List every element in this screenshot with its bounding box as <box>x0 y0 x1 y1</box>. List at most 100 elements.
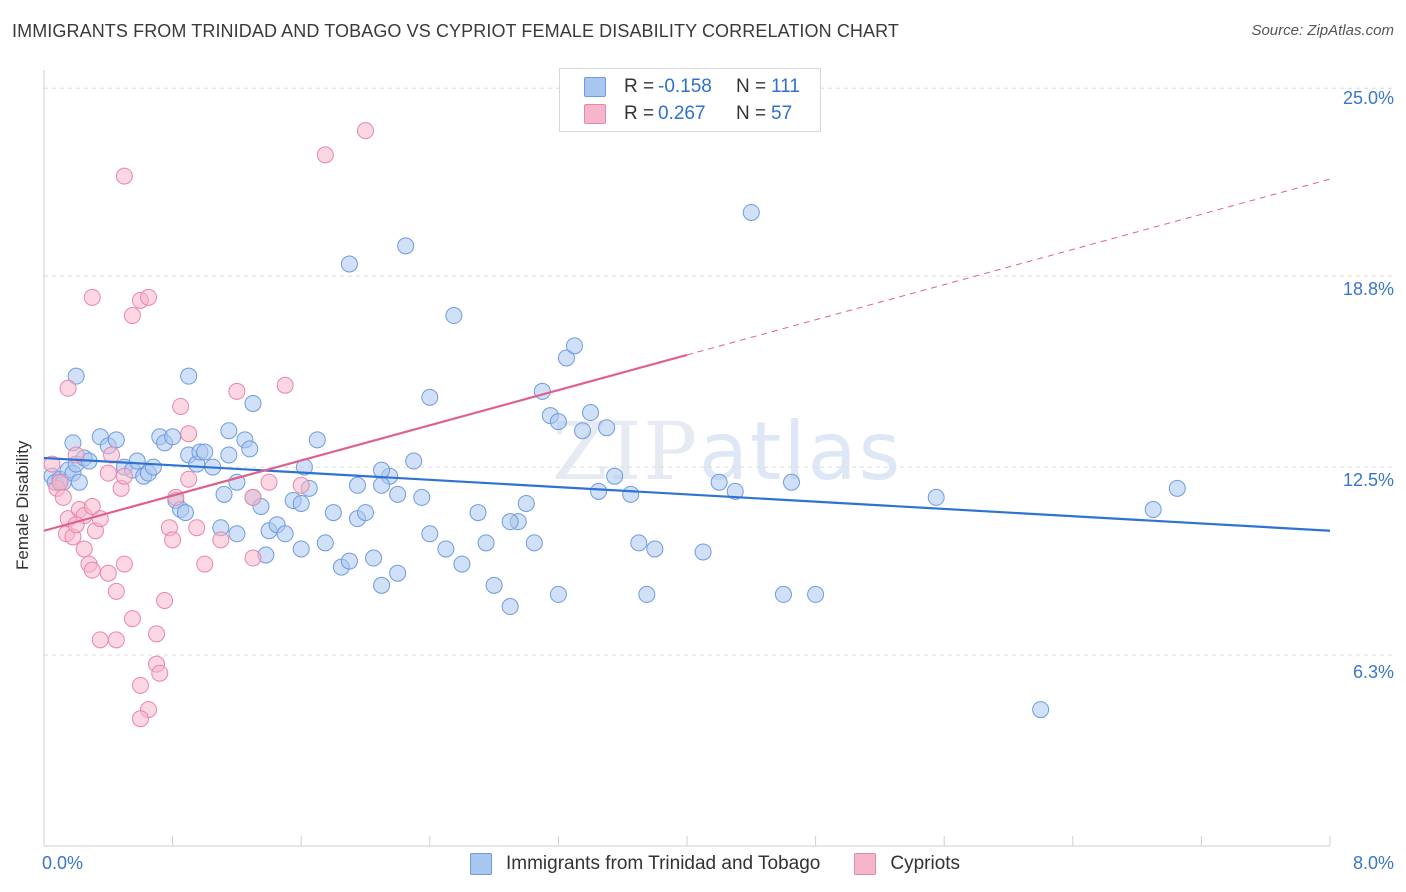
trinidad-point <box>421 388 439 406</box>
legend-row-blue: R = -0.158 N = 111 <box>584 74 800 100</box>
trinidad-point <box>67 367 85 385</box>
legend-n-value: 111 <box>771 76 800 97</box>
trinidad-point <box>348 476 366 494</box>
legend-r-value: 0.267 <box>658 103 706 124</box>
cypriot-point <box>99 464 117 482</box>
chart-title: IMMIGRANTS FROM TRINIDAD AND TOBAGO VS C… <box>12 21 900 41</box>
legend-n-label: N = <box>736 103 767 124</box>
cypriot-point <box>180 425 198 443</box>
trinidad-point <box>477 534 495 552</box>
trinidad-point <box>215 485 233 503</box>
trinidad-point <box>308 431 326 449</box>
cypriot-point <box>357 122 374 140</box>
trinidad-point <box>549 413 567 431</box>
trinidad-point <box>582 404 600 422</box>
cypriot-point <box>123 610 141 628</box>
cypriot-point <box>67 516 85 534</box>
legend-item-cypriots[interactable]: Cypriots <box>854 853 960 875</box>
x-tick-label-min: 0.0% <box>42 853 84 873</box>
trinidad-point <box>176 504 194 522</box>
cypriot-point <box>43 455 61 473</box>
trinidad-point <box>397 237 415 255</box>
trinidad-point <box>807 585 825 603</box>
legend-r-value: -0.158 <box>658 76 712 97</box>
trinidad-point <box>196 443 214 461</box>
cypriot-point <box>260 473 278 491</box>
trinidad-point <box>590 482 608 500</box>
trinidad-point <box>244 394 262 412</box>
trinidad-point <box>557 349 575 367</box>
cypriot-point <box>131 676 149 694</box>
trinidad-point <box>357 504 374 522</box>
trinidad-point <box>501 598 519 616</box>
trinidad-point <box>782 473 800 491</box>
legend-label-trinidad: Immigrants from Trinidad and Tobago <box>506 853 821 874</box>
cypriot-point <box>212 531 230 549</box>
trinidad-point <box>549 585 567 603</box>
cypriot-point <box>167 488 185 506</box>
cypriot-point <box>115 467 133 485</box>
trinidad-point <box>144 458 162 476</box>
trinidad-point <box>389 485 407 503</box>
cypriot-point <box>103 446 121 464</box>
trinidad-point <box>774 585 792 603</box>
trinidad-point <box>164 428 182 446</box>
trinidad-point <box>630 534 648 552</box>
cypriot-point <box>51 473 69 491</box>
cypriot-point <box>83 498 101 515</box>
cypriot-point <box>292 476 310 494</box>
trinidad-point <box>292 494 310 512</box>
cypriot-point <box>115 167 133 185</box>
trinidad-point <box>525 534 543 552</box>
legend-swatch-blue <box>470 853 492 875</box>
y-tick-label-12-5: 12.5% <box>1342 470 1394 490</box>
cypriot-point <box>131 710 149 728</box>
trinidad-point <box>1032 701 1050 719</box>
cypriot-point <box>196 555 214 573</box>
trinidad-point <box>276 525 294 543</box>
y-axis-label: Female Disability <box>13 440 32 570</box>
cypriot-point <box>172 397 190 415</box>
cypriot-point <box>91 631 109 649</box>
legend-swatch-pink <box>854 853 877 875</box>
trinidad-point <box>1168 479 1186 497</box>
correlation-legend: R = -0.158 N = 111 R = 0.267 N = 57 <box>559 68 821 132</box>
cypriot-point <box>99 564 117 582</box>
trinidad-point <box>228 525 246 543</box>
watermark-zip: ZIP <box>552 405 700 498</box>
cypriot-point <box>180 470 198 488</box>
trinidad-point <box>927 488 945 506</box>
x-tick-label-max: 8.0% <box>1352 853 1394 873</box>
trinidad-trend-line <box>43 456 1331 532</box>
trinidad-point <box>622 485 640 503</box>
trinidad-point <box>453 555 471 573</box>
cypriot-trend-line-extension <box>686 178 1331 356</box>
cypriot-point <box>188 519 206 537</box>
trinidad-point <box>742 203 760 221</box>
legend-r-label: R = <box>624 76 655 97</box>
trinidad-point <box>485 576 503 594</box>
cypriot-point <box>276 376 294 394</box>
trinidad-point <box>565 337 583 355</box>
cypriot-point <box>156 591 174 609</box>
cypriot-point <box>148 625 166 643</box>
legend-label-cypriots: Cypriots <box>890 853 961 874</box>
trinidad-point <box>128 452 146 470</box>
cypriot-point <box>107 631 125 649</box>
trinidad-point <box>726 482 744 500</box>
cypriot-point <box>244 488 262 506</box>
trinidad-point <box>646 540 664 558</box>
cypriot-point <box>139 288 157 306</box>
trinidad-point <box>292 540 310 558</box>
trinidad-point <box>373 476 391 494</box>
cypriot-trend-line <box>43 353 688 532</box>
cypriot-point <box>164 531 182 549</box>
trinidad-point <box>1144 501 1162 519</box>
y-tick-label-25: 25.0% <box>1342 88 1394 108</box>
trinidad-point <box>107 431 125 449</box>
trinidad-point <box>70 473 88 491</box>
trinidad-point <box>445 307 463 325</box>
legend-item-trinidad[interactable]: Immigrants from Trinidad and Tobago <box>470 853 820 875</box>
cypriot-point <box>123 307 141 325</box>
